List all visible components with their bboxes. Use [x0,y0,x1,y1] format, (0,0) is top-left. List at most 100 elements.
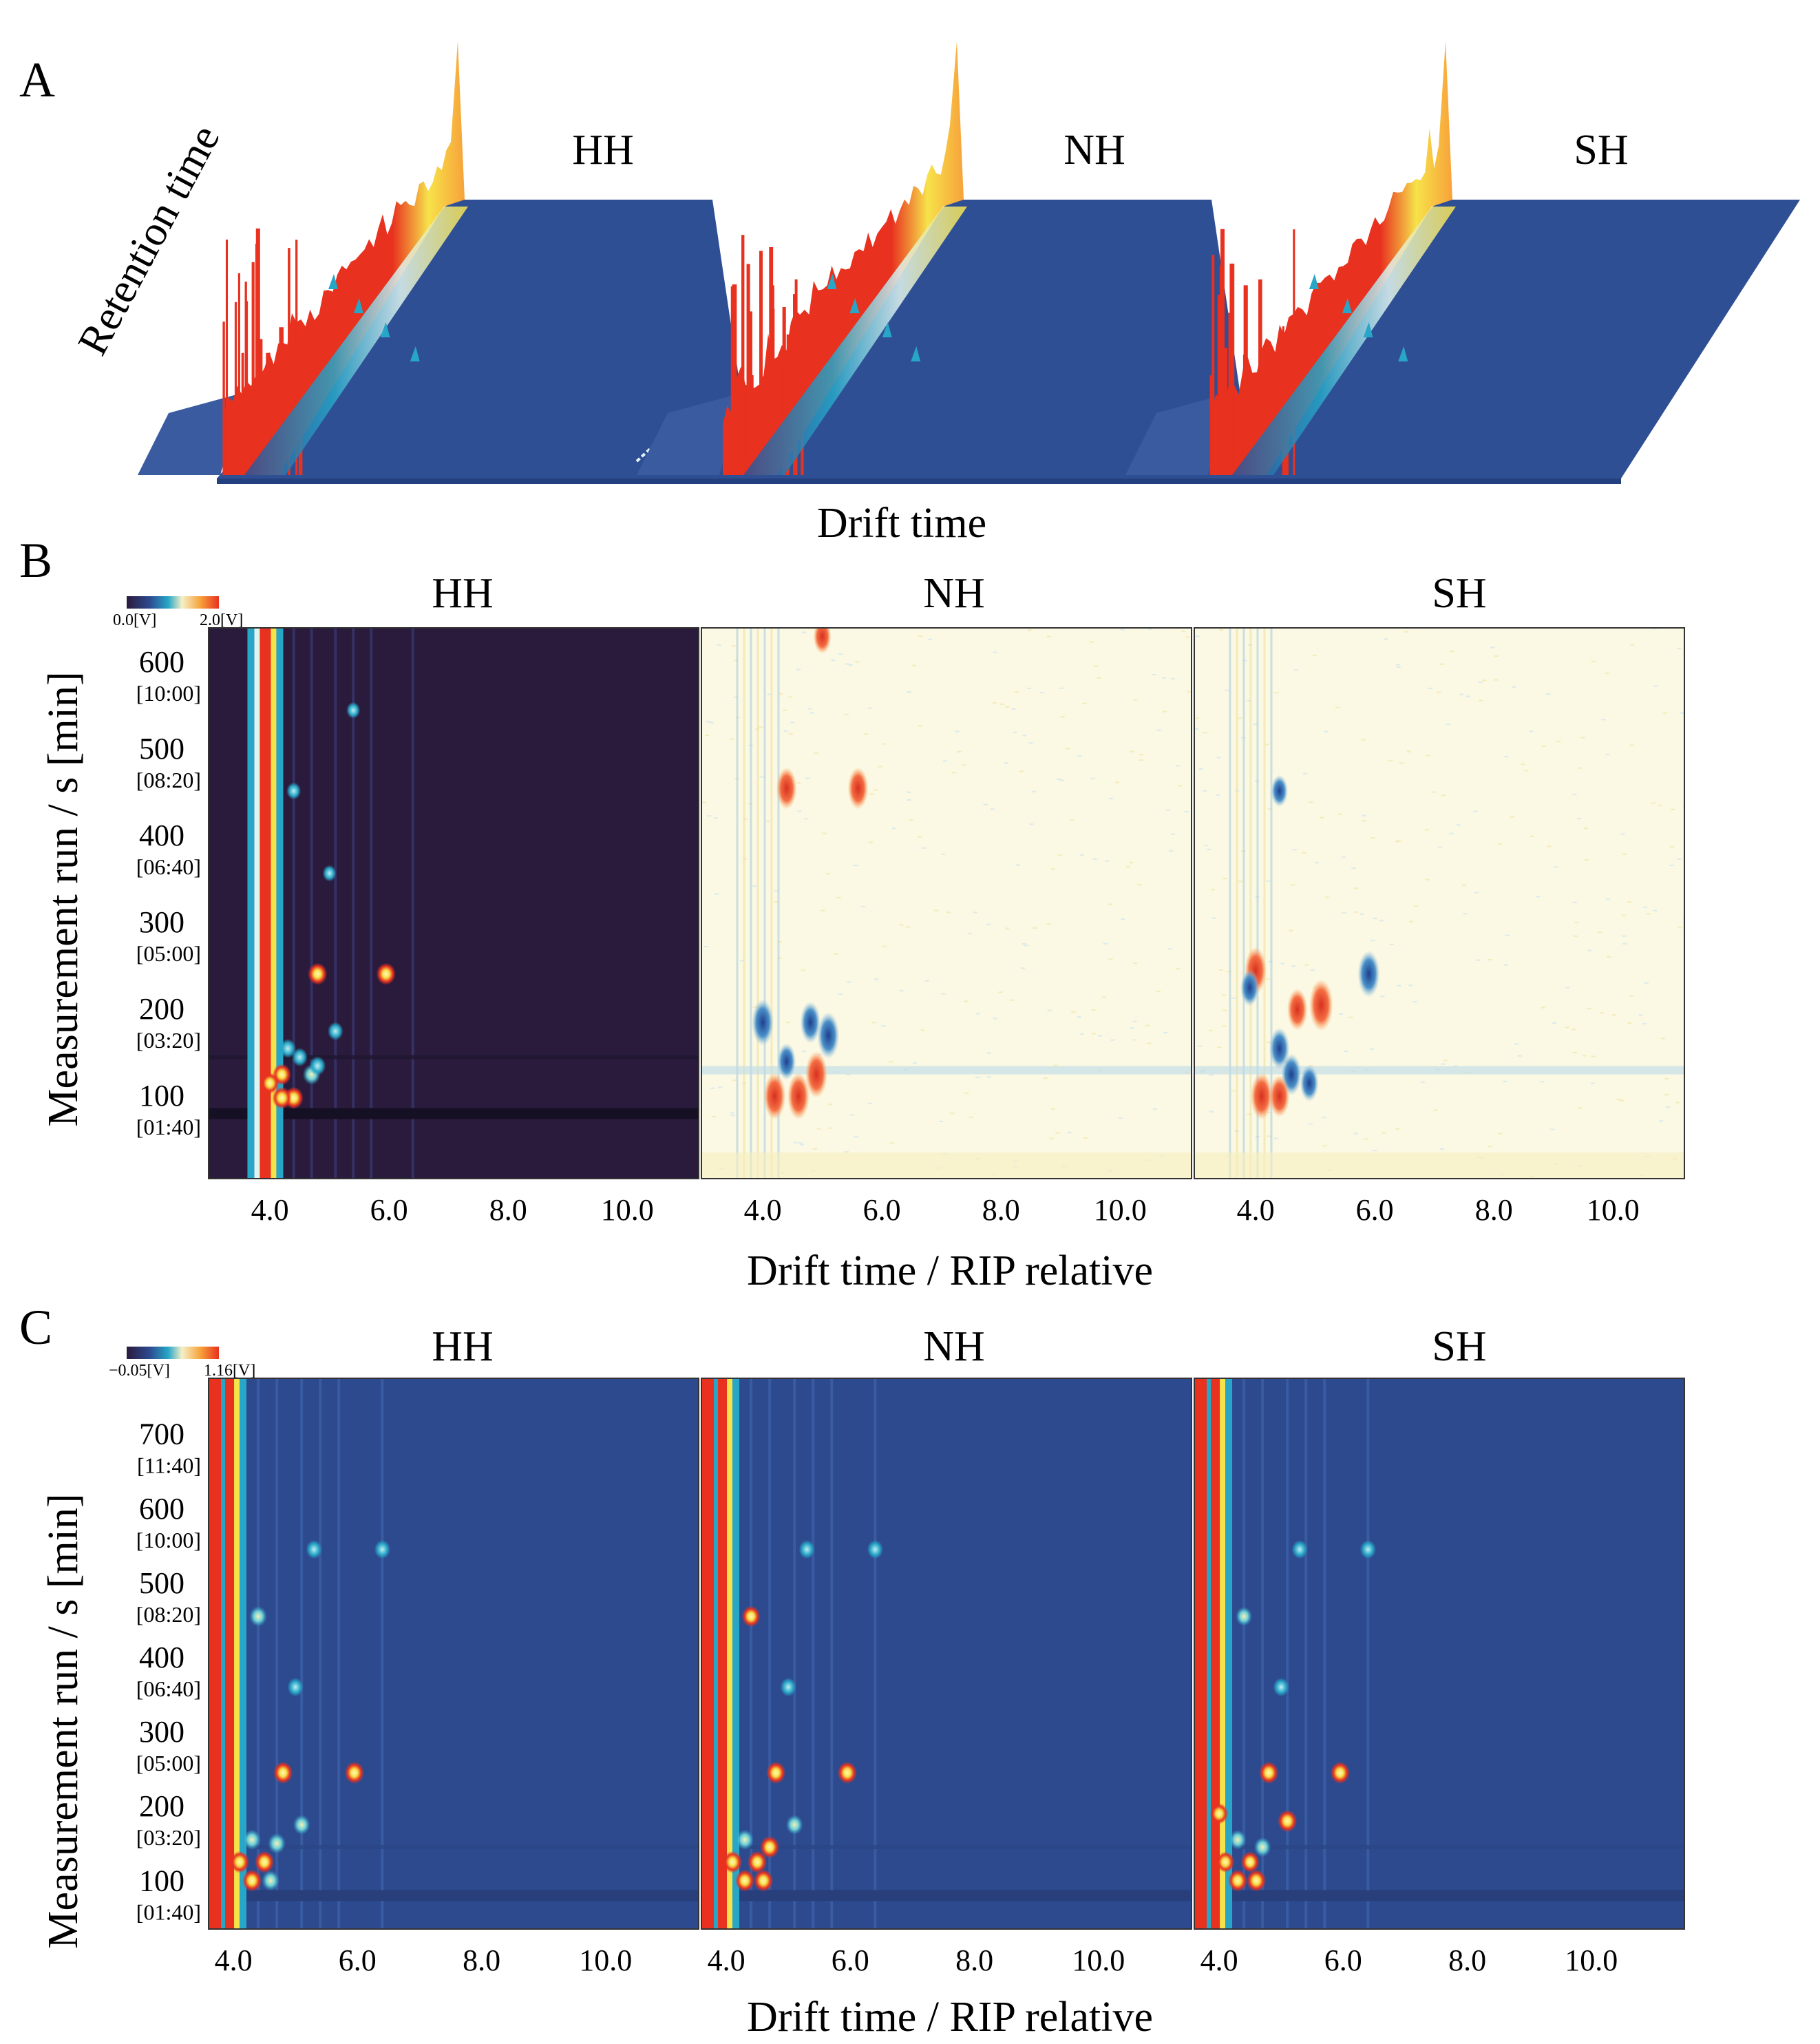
noise [1110,1039,1115,1041]
noise [1057,778,1061,780]
noise [1338,813,1343,815]
noise [778,941,783,943]
peak-marker [1273,1678,1289,1697]
noise [1335,706,1340,708]
noise [1091,1033,1096,1035]
noise [1176,765,1181,767]
noise [1163,710,1167,713]
panel-a-rip-ridge [224,41,465,475]
panel-c-ytick-sublabel: [08:20] [136,1602,201,1627]
peak-marker [752,999,774,1046]
noise [1344,1051,1348,1053]
noise [1580,737,1585,739]
noise [731,645,736,647]
noise [803,818,808,820]
noise [1046,923,1051,925]
noise [834,953,838,955]
noise [1118,1117,1123,1119]
noise [1578,767,1583,769]
noise [1291,965,1296,967]
rip-edge [240,1378,247,1929]
noise [1280,962,1285,965]
noise [1207,848,1211,850]
noise [1005,927,1009,929]
noise [1441,1063,1446,1065]
panel-b-map-hh: 4.0 6.0 8.0 10.0 [208,627,699,1227]
noise [739,960,744,962]
noise [1638,1014,1643,1016]
noise [800,1144,805,1146]
noise [889,1142,894,1144]
noise [1195,717,1200,719]
noise [1302,852,1306,854]
panel-a-small-peak [827,274,837,289]
noise [1488,959,1492,960]
panel-b-ytick-sublabel: [05:00] [136,941,201,966]
noise [1289,929,1293,931]
noise [1541,746,1546,748]
panel-b-title-hh: HH [432,570,494,617]
noise [1129,861,1134,863]
peak-marker [344,1762,364,1784]
noise [1404,631,1408,633]
noise [854,1136,858,1137]
noise [783,709,787,711]
panel-c-ytick-sublabel: [11:40] [137,1453,201,1478]
panel-a-left-shelf [138,392,244,475]
panel-b-nh-xtick-label: 4.0 [744,1193,782,1227]
noise [957,750,962,752]
noise [1015,864,1020,866]
peak-marker [776,767,797,810]
vertical-streak [319,1378,322,1929]
panel-a-front-band [743,207,967,475]
peak-marker [741,1605,761,1627]
noise [1005,706,1010,708]
noise [1208,1029,1213,1031]
vertical-streak [830,1378,834,1929]
noise [1414,905,1419,907]
panel-b-ytick-sublabel: [08:20] [136,768,201,792]
rip-streak [756,628,759,1179]
noise [1380,995,1385,998]
noise [1490,646,1495,649]
peak-marker [374,1540,391,1559]
noise [870,793,874,795]
panel-label-b: B [19,533,52,588]
noise [1291,884,1295,886]
noise [1478,682,1483,684]
noise [1247,644,1252,646]
noise [796,668,801,671]
peak-marker [1228,1869,1248,1892]
panel-c-colorbar-min: −0.05[V] [109,1362,170,1380]
noise [1479,699,1483,702]
noise [1255,896,1260,898]
noise [1065,748,1070,750]
panel-a-small-peak [882,322,892,337]
rip-edge [271,628,277,1179]
noise [1163,1032,1168,1033]
noise [1407,750,1411,752]
noise [1622,935,1627,937]
horizontal-band [701,1890,1192,1901]
noise [1211,917,1216,919]
noise [1666,1106,1671,1108]
noise [845,663,849,665]
noise [743,819,748,820]
noise [705,735,710,737]
noise [1226,971,1231,973]
noise [774,900,779,903]
noise [1097,677,1101,679]
vertical-streak [381,1378,384,1929]
panel-c-heatmaps: −0.05[V] 1.16[V] HH NH SH Measurement ru… [40,1323,1685,2041]
peak-marker [785,1815,803,1835]
noise [1646,913,1651,915]
noise [831,660,836,662]
rip-streak [750,628,752,1179]
peak-marker [766,1762,786,1784]
noise [1339,1013,1344,1015]
rip-edge [1225,1378,1233,1929]
noise [1217,1046,1222,1049]
noise [1198,768,1203,770]
peak-marker [798,1540,815,1559]
noise [1324,730,1329,733]
